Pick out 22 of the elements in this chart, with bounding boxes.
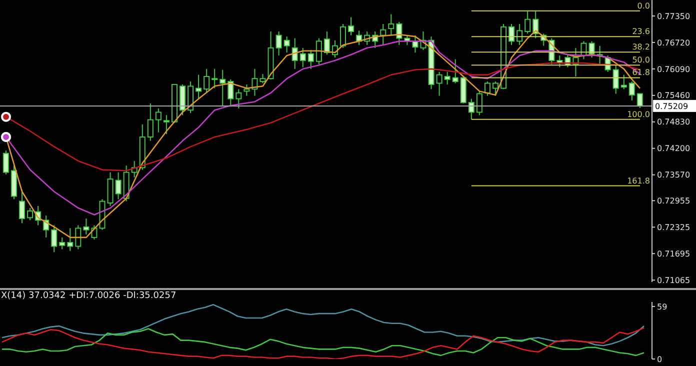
annotation: 61.8 [632,68,650,78]
annotation: 161.8 [627,176,650,186]
annotation: 38.2 [632,42,650,52]
y-tick-label: 0 [657,354,662,364]
y-tick-label: 0.76090 [657,64,690,74]
y-tick-label: 0.74830 [657,118,690,127]
y-tick-label: 0.72955 [657,196,690,206]
y-tick-label: 0.72325 [657,222,690,232]
y-tick-label: 0.74200 [657,144,690,154]
y-tick-label: 0.76720 [657,38,690,48]
y-tick-label: 0.71695 [657,249,690,258]
y-tick-label: 0.71065 [657,276,690,285]
chart-title: X(14) 37.0342 +DI:7.0026 -DI:35.0257 [1,291,176,301]
y-tick-label: 59 [657,302,668,312]
annotation: 0.0 [637,1,650,10]
annotation: 23.6 [632,27,650,36]
y-tick-label: 0.73570 [657,170,690,180]
y-tick-label: 0.77350 [657,12,690,21]
ref-line-label: 0.75209 [655,102,688,111]
y-tick-label: 0.75460 [657,91,690,100]
annotation: 50.0 [632,56,650,65]
annotation: 100.0 [627,110,650,119]
